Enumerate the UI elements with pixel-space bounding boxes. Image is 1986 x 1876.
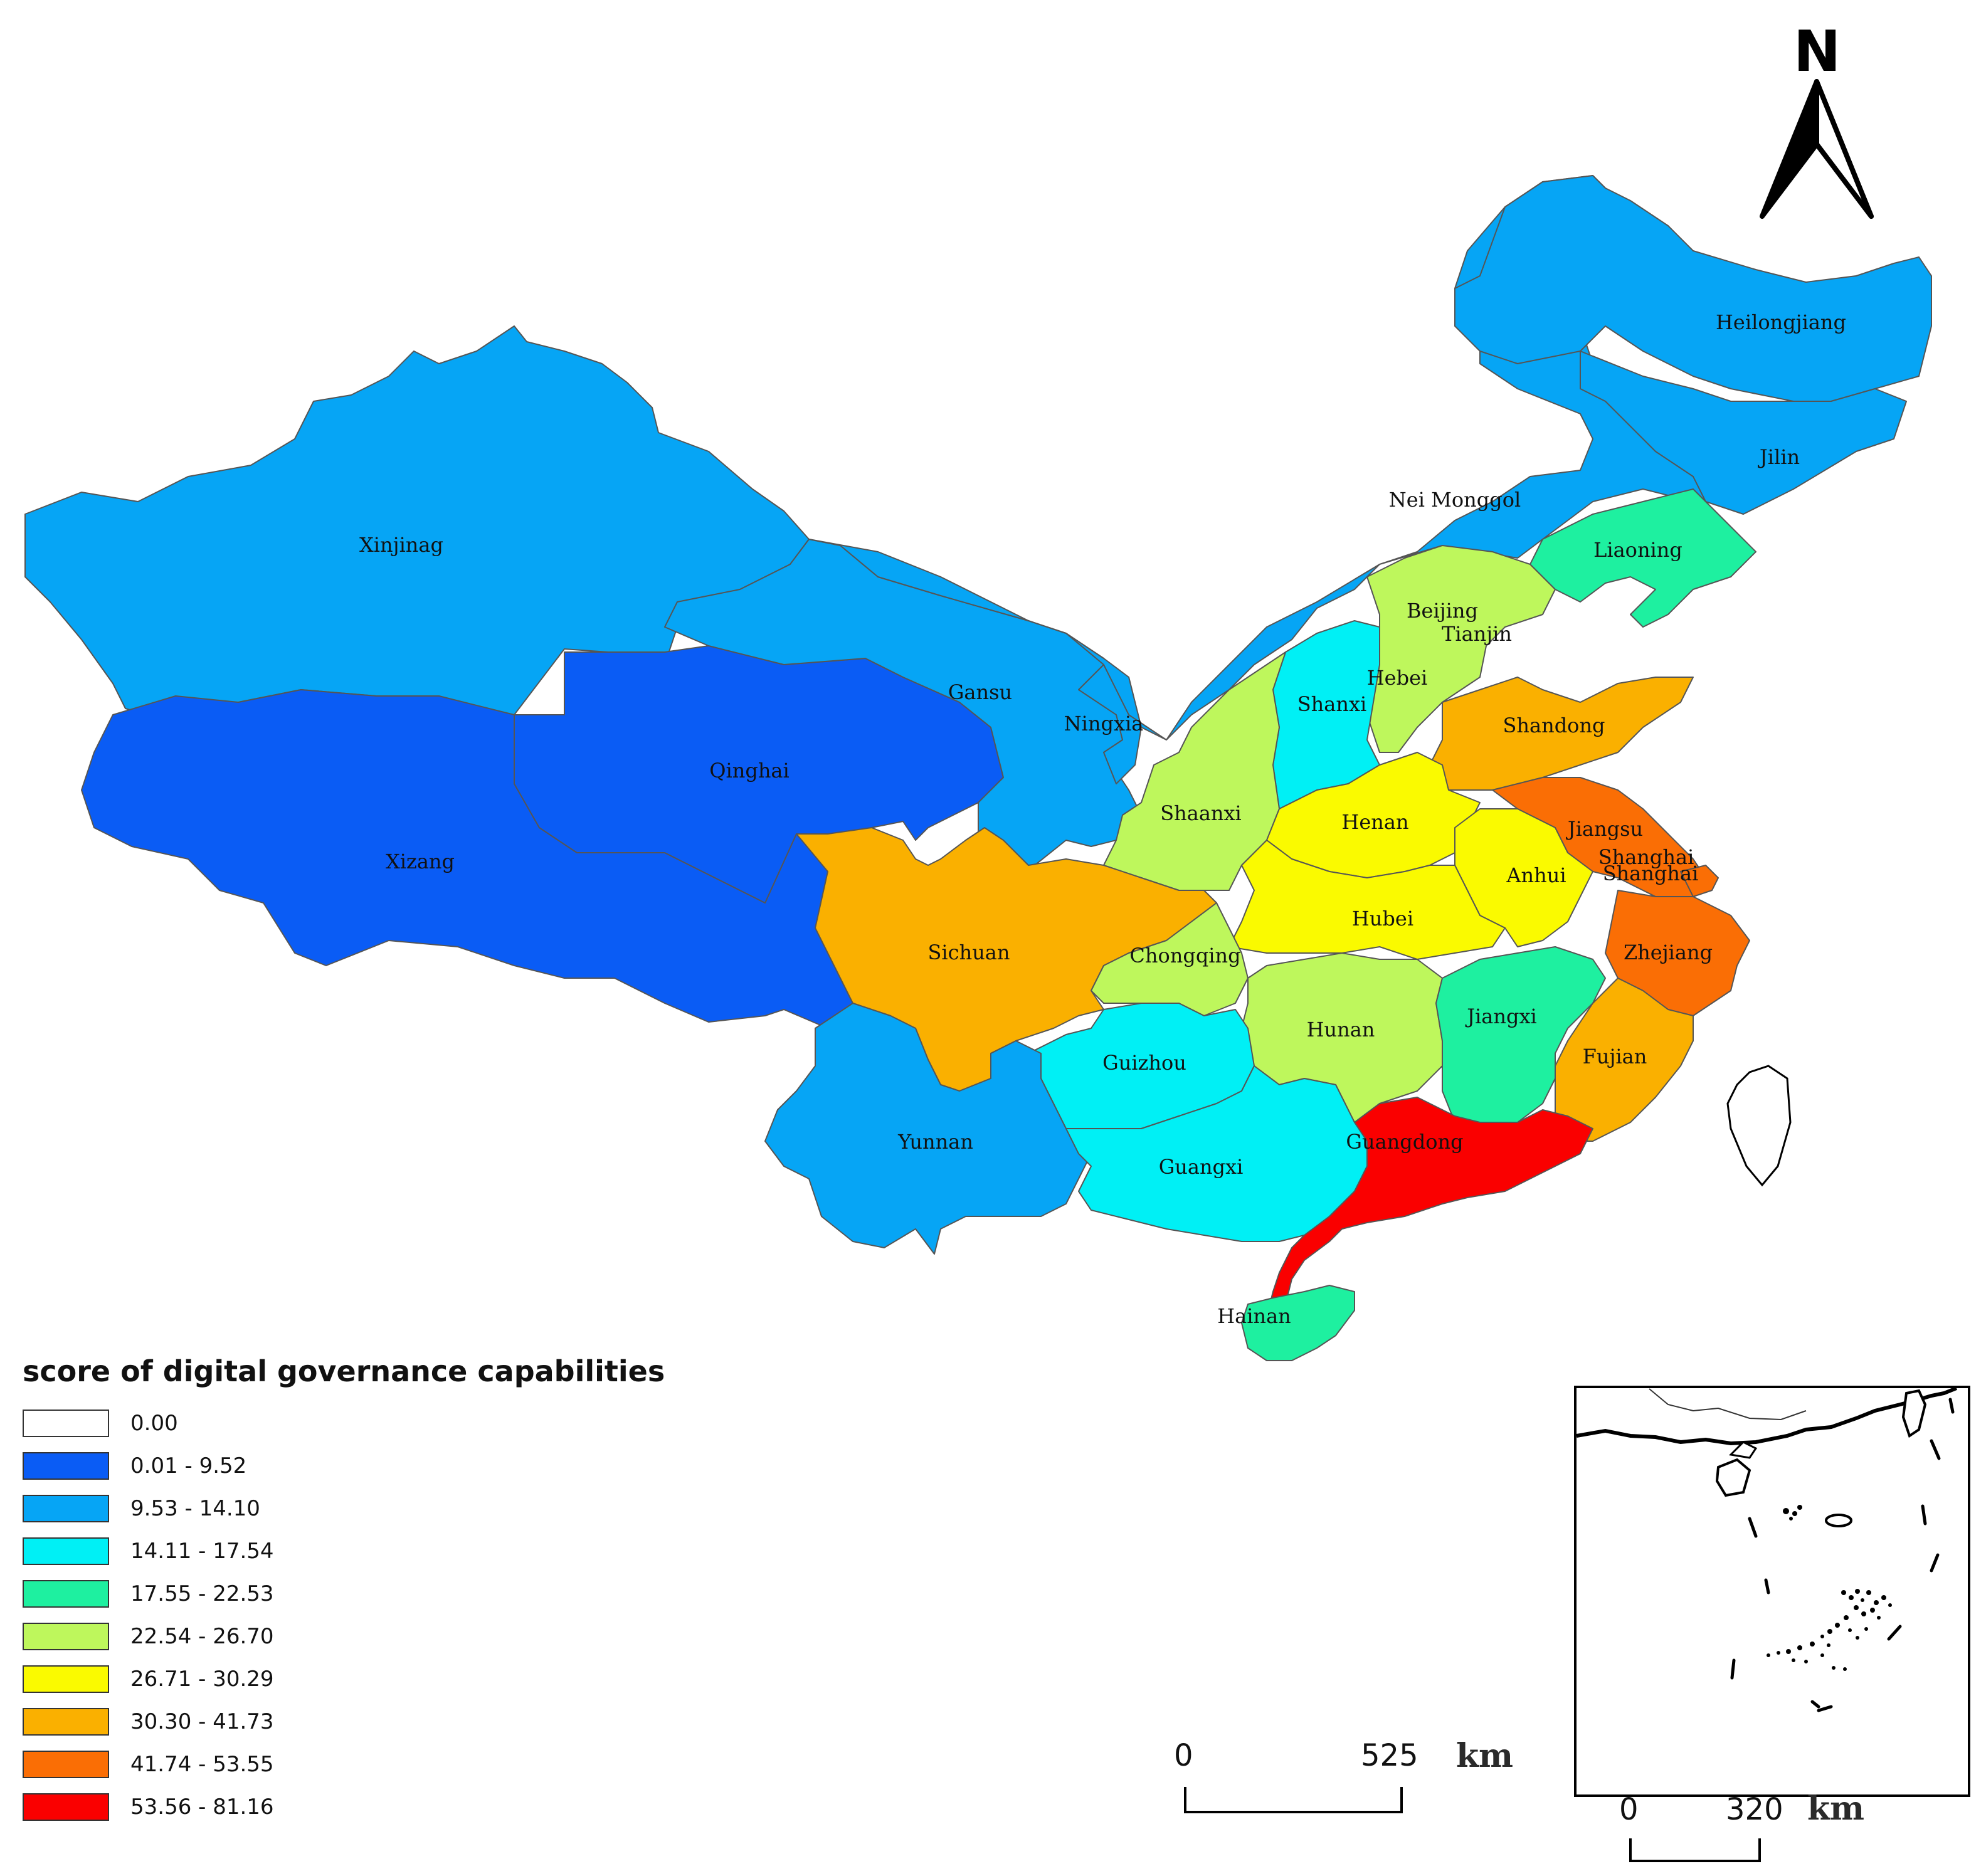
legend-item: 22.54 - 26.70 [23, 1615, 665, 1658]
scale-main-end: 525 [1361, 1738, 1418, 1773]
legend-label: 0.01 - 9.52 [130, 1453, 247, 1478]
province-label: Jiangxi [1465, 1004, 1537, 1028]
legend-swatch [23, 1452, 109, 1480]
province-label: Guangxi [1159, 1155, 1244, 1179]
scale-inset-unit: km [1807, 1789, 1865, 1828]
province-label: Shanxi [1297, 692, 1367, 716]
province-label: Shanghai [1603, 862, 1699, 885]
province-label: Anhui [1506, 863, 1566, 887]
province-guangdong [1266, 1097, 1593, 1330]
legend-swatch [23, 1410, 109, 1437]
south-china-sea-inset [1574, 1386, 1970, 1797]
province-label: Gansu [948, 680, 1012, 704]
legend-label: 0.00 [130, 1411, 178, 1436]
province-label: Xizang [386, 850, 455, 873]
legend-label: 53.56 - 81.16 [130, 1794, 274, 1820]
legend-swatch [23, 1580, 109, 1608]
province-label: Ningxia [1064, 712, 1144, 735]
province-label: Sichuan [928, 941, 1010, 964]
north-arrow-icon [1760, 79, 1874, 219]
scale-inset-end: 320 [1726, 1792, 1783, 1827]
legend-item: 30.30 - 41.73 [23, 1700, 665, 1743]
province-fujian [1555, 978, 1694, 1142]
province-label: Yunnan [897, 1130, 973, 1154]
province-label: Guizhou [1102, 1051, 1186, 1075]
province-label: Zhejiang [1624, 941, 1713, 964]
map-legend: score of digital governance capabilities… [23, 1354, 665, 1828]
legend-swatch [23, 1751, 109, 1778]
province-label: Beijing [1407, 599, 1478, 623]
legend-swatch [23, 1537, 109, 1565]
legend-label: 41.74 - 53.55 [130, 1752, 274, 1777]
province-label: Guangdong [1346, 1130, 1463, 1154]
legend-item: 41.74 - 53.55 [23, 1743, 665, 1786]
province-jilin [1580, 350, 1907, 515]
legend-swatch [23, 1623, 109, 1650]
legend-swatch [23, 1793, 109, 1821]
province-label: Chongqing [1129, 944, 1240, 967]
legend-swatch [23, 1495, 109, 1522]
province-liaoning [1529, 488, 1756, 628]
province-hubei [1228, 840, 1506, 960]
province-shaanxi [1103, 651, 1286, 891]
province-label: Hubei [1352, 907, 1413, 930]
province-label: Liaoning [1593, 538, 1682, 562]
legend-swatch [23, 1665, 109, 1693]
legend-label: 9.53 - 14.10 [130, 1496, 260, 1521]
legend-swatch [23, 1708, 109, 1736]
province-heilongjiang [1454, 175, 1932, 402]
legend-title: score of digital governance capabilities [23, 1354, 665, 1388]
legend-item: 17.55 - 22.53 [23, 1573, 665, 1615]
legend-item: 0.00 [23, 1402, 665, 1445]
scale-main-start: 0 [1174, 1738, 1193, 1773]
province-label: Tianjin [1442, 622, 1512, 646]
province-label: Nei Monggol [1389, 488, 1521, 512]
scale-inset-start: 0 [1619, 1792, 1639, 1827]
province-label: Heilongjiang [1716, 310, 1846, 334]
scale-bar-inset [1629, 1838, 1761, 1862]
north-label: N [1793, 19, 1841, 85]
scale-bar-main [1184, 1787, 1403, 1813]
province-label: Jilin [1758, 445, 1800, 469]
province-label: Xinjinag [359, 533, 443, 557]
taiwan-outline [1726, 1065, 1792, 1187]
province-label: Shandong [1503, 714, 1605, 737]
province-hainan [1241, 1285, 1355, 1361]
province-label: Hebei [1367, 666, 1428, 690]
province-label: Fujian [1583, 1045, 1647, 1068]
province-label: Qinghai [709, 759, 789, 783]
province-shanghai [1680, 865, 1719, 897]
province-yunnan [764, 1003, 1092, 1255]
province-label: Hunan [1307, 1018, 1375, 1041]
legend-item: 53.56 - 81.16 [23, 1786, 665, 1828]
legend-item: 0.01 - 9.52 [23, 1445, 665, 1487]
province-label: Hainan [1217, 1304, 1291, 1328]
legend-label: 17.55 - 22.53 [130, 1581, 274, 1606]
legend-classes: 0.00 0.01 - 9.52 9.53 - 14.10 14.11 - 17.54… [23, 1402, 665, 1828]
province-label: Shaanxi [1160, 801, 1242, 825]
province-label: Henan [1341, 810, 1408, 834]
legend-item: 14.11 - 17.54 [23, 1530, 665, 1573]
province-zhejiang [1605, 890, 1750, 1016]
legend-label: 22.54 - 26.70 [130, 1624, 274, 1649]
province-label: Shanghai [1598, 845, 1694, 869]
legend-item: 26.71 - 30.29 [23, 1658, 665, 1700]
legend-item: 9.53 - 14.10 [23, 1487, 665, 1530]
province-label: Jiangsu [1566, 817, 1643, 841]
legend-label: 26.71 - 30.29 [130, 1667, 274, 1692]
legend-label: 14.11 - 17.54 [130, 1539, 274, 1564]
legend-label: 30.30 - 41.73 [130, 1709, 274, 1734]
scale-main-unit: km [1456, 1737, 1514, 1775]
